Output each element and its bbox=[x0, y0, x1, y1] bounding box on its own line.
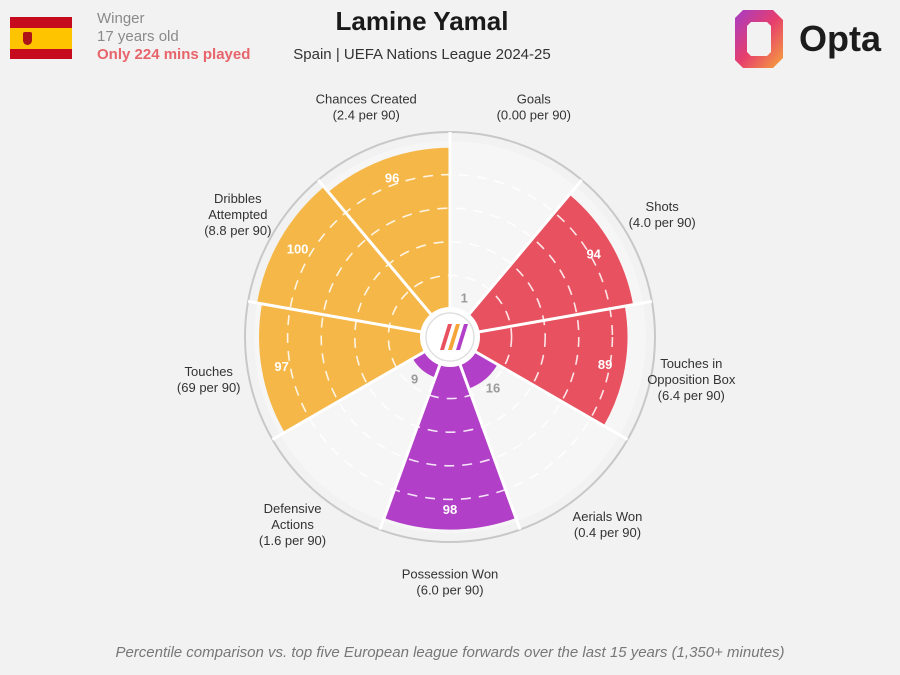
value-label-shots: 94 bbox=[586, 247, 601, 262]
opta-wordmark: Opta bbox=[799, 18, 882, 59]
radar-center-logo bbox=[420, 307, 480, 367]
minutes-note: Only 224 mins played bbox=[97, 46, 251, 63]
opta-logo: Opta bbox=[733, 6, 898, 72]
value-label-possession-won: 98 bbox=[443, 502, 457, 517]
sector-divider bbox=[473, 349, 629, 441]
sector-shots bbox=[467, 194, 634, 333]
sector-touches-in-opposition-box bbox=[474, 306, 628, 426]
sector-chances-created bbox=[328, 147, 450, 316]
metric-label-dribbles-attempted: Dribbles Attempted (8.8 per 90) bbox=[204, 191, 271, 238]
radar-value-labels: 1 94 89 16 98 9 97 100 96 bbox=[274, 170, 612, 517]
sector-divider bbox=[466, 178, 583, 317]
value-label-touches: 97 bbox=[274, 359, 288, 374]
metric-label-aerials-won: Aerials Won (0.4 per 90) bbox=[573, 509, 643, 540]
grid-ring-60 bbox=[320, 207, 580, 467]
value-label-defensive-actions: 9 bbox=[411, 372, 418, 387]
opta-logo-icon bbox=[735, 10, 783, 68]
sector-dribbles-attempted bbox=[256, 186, 433, 333]
page-title: Lamine Yamal bbox=[335, 6, 509, 36]
grid-ring-40 bbox=[353, 241, 546, 433]
center-logo-stroke bbox=[448, 324, 460, 350]
metric-label-touches: Touches (69 per 90) bbox=[177, 364, 241, 395]
sector-divider bbox=[271, 349, 427, 441]
center-disc bbox=[420, 307, 480, 367]
page-subtitle: Spain | UEFA Nations League 2024-25 bbox=[293, 46, 551, 63]
metric-label-goals: Goals (0.00 per 90) bbox=[497, 91, 571, 122]
metric-label-touches-in-opposition-box: Touches in Opposition Box (6.4 per 90) bbox=[647, 356, 736, 403]
player-info: Winger 17 years old Only 224 mins played bbox=[97, 10, 250, 64]
footnote: Percentile comparison vs. top five Europ… bbox=[115, 644, 785, 661]
value-label-goals: 1 bbox=[461, 290, 468, 305]
sector-possession-won bbox=[384, 363, 516, 530]
spain-flag-icon bbox=[10, 17, 72, 59]
center-logo-stroke bbox=[440, 324, 452, 350]
sector-divider bbox=[247, 299, 423, 334]
radar-metric-labels: Goals (0.00 per 90) Shots (4.0 per 90) Touch… bbox=[177, 91, 736, 597]
value-label-touches-in-opposition-box: 89 bbox=[598, 357, 612, 372]
sector-divider bbox=[458, 362, 522, 531]
value-label-dribbles-attempted: 100 bbox=[287, 242, 309, 257]
value-label-chances-created: 96 bbox=[385, 170, 399, 185]
metric-label-chances-created: Chances Created (2.4 per 90) bbox=[316, 91, 417, 122]
radar-grid bbox=[244, 131, 656, 543]
sector-divider bbox=[317, 178, 434, 317]
sector-touches bbox=[259, 303, 426, 433]
metric-label-defensive-actions: Defensive Actions (1.6 per 90) bbox=[259, 501, 326, 548]
player-age: 17 years old bbox=[97, 28, 179, 45]
metric-label-shots: Shots (4.0 per 90) bbox=[629, 199, 696, 230]
sector-divider bbox=[378, 362, 442, 531]
center-logo-stroke bbox=[456, 324, 468, 350]
player-position: Winger bbox=[97, 10, 145, 27]
metric-label-possession-won: Possession Won (6.0 per 90) bbox=[402, 567, 499, 598]
value-label-aerials-won: 16 bbox=[486, 381, 500, 396]
sector-defensive-actions bbox=[412, 351, 441, 378]
sector-divider bbox=[477, 299, 653, 334]
